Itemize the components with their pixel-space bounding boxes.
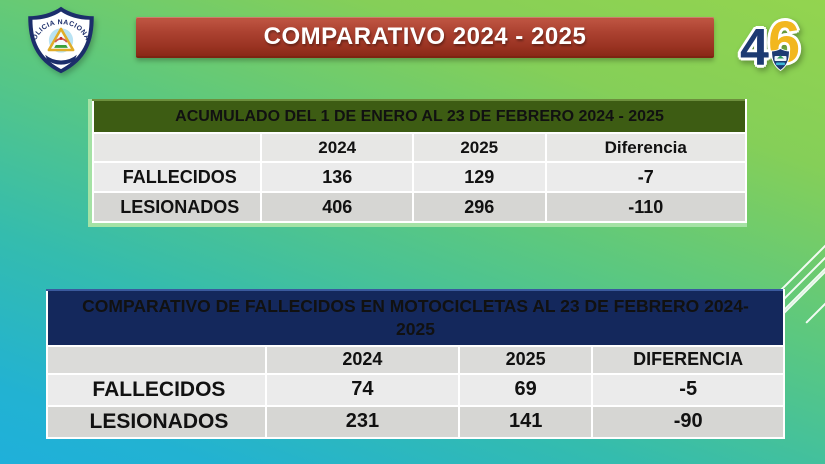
column-header-2024: 2024 [264, 344, 460, 375]
value-2025: 69 [457, 372, 594, 407]
value-2025: 141 [457, 404, 594, 439]
table-row-fallecidos: FALLECIDOS 136 129 -7 [91, 161, 747, 193]
value-2024: 74 [264, 372, 460, 407]
column-header-2025: 2025 [457, 344, 594, 375]
column-header-empty [46, 344, 267, 375]
value-2025: 296 [411, 191, 547, 223]
value-2024: 231 [264, 404, 460, 439]
row-label: FALLECIDOS [46, 372, 267, 407]
value-2024: 136 [260, 161, 414, 193]
mini-police-shield-icon [771, 48, 790, 71]
column-header-empty [91, 132, 263, 163]
value-2025: 129 [411, 161, 547, 193]
value-diferencia: -90 [591, 404, 785, 439]
value-diferencia: -5 [591, 372, 785, 407]
table-acumulado: ACUMULADO DEL 1 DE ENERO AL 23 DE FEBRER… [88, 99, 747, 227]
row-label: LESIONADOS [91, 191, 263, 223]
table-motocicletas-title: COMPARATIVO DE FALLECIDOS EN MOTOCICLETA… [46, 289, 785, 347]
value-2024: 406 [260, 191, 414, 223]
value-diferencia: -7 [544, 161, 747, 193]
table-motocicletas: COMPARATIVO DE FALLECIDOS EN MOTOCICLETA… [46, 289, 785, 439]
anniversary-46-logo: 4 6 [738, 12, 824, 78]
anniversary-digit-4: 4 [740, 19, 769, 77]
row-label: FALLECIDOS [91, 161, 263, 193]
value-diferencia: -110 [544, 191, 747, 223]
table-row-lesionados: LESIONADOS 406 296 -110 [91, 191, 747, 223]
row-label: LESIONADOS [46, 404, 267, 439]
svg-text:NICARAGUA: NICARAGUA [46, 51, 77, 61]
column-header-diferencia: Diferencia [544, 132, 747, 163]
badge-banner-text: NICARAGUA [46, 51, 77, 61]
slide-title: COMPARATIVO 2024 - 2025 [263, 22, 587, 50]
table-acumulado-title: ACUMULADO DEL 1 DE ENERO AL 23 DE FEBRER… [92, 99, 747, 134]
column-header-2024: 2024 [260, 132, 414, 163]
table-row-fallecidos: FALLECIDOS 74 69 -5 [46, 372, 785, 407]
table-row-lesionados: LESIONADOS 231 141 -90 [46, 404, 785, 439]
column-header-2025: 2025 [411, 132, 547, 163]
police-badge-logo: POLICIA NACIONAL NICARAGUA [21, 0, 98, 75]
column-header-diferencia: DIFERENCIA [591, 344, 785, 375]
title-banner: COMPARATIVO 2024 - 2025 [136, 17, 714, 58]
police-shield-icon: POLICIA NACIONAL NICARAGUA [21, 0, 94, 74]
